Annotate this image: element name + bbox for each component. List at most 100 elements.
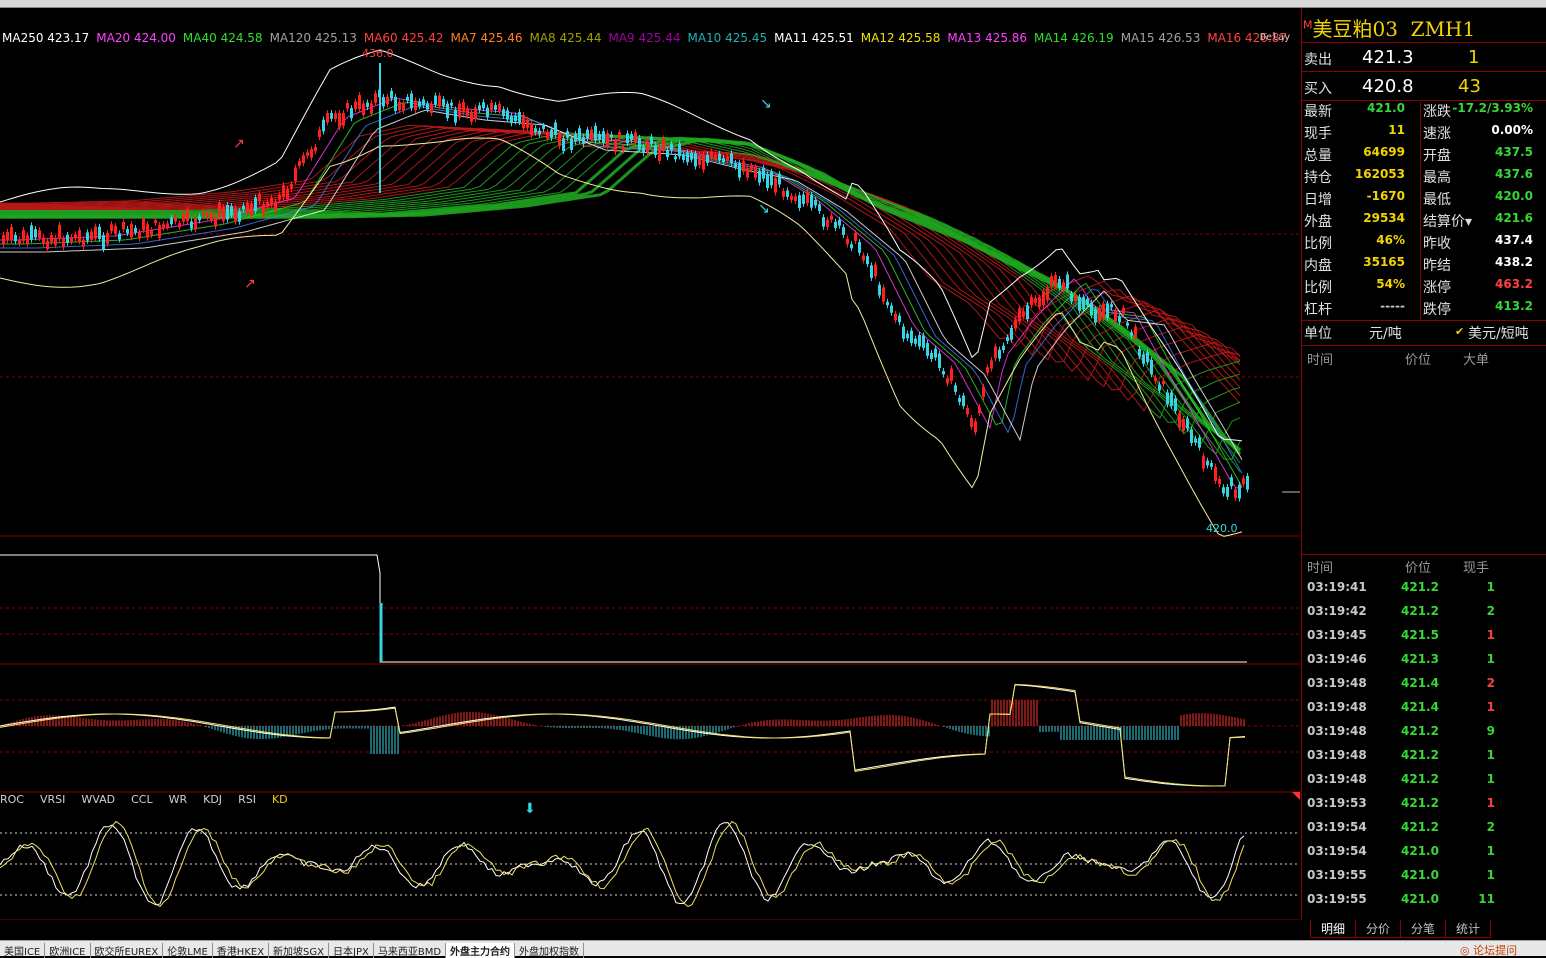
tick-row: 03:19:48 421.2 1 xyxy=(1303,772,1543,796)
candle-body xyxy=(382,97,385,107)
candle-body xyxy=(250,203,253,216)
indicator-tab-roc[interactable]: ROC xyxy=(0,793,24,806)
candle-body xyxy=(410,93,413,109)
market-tab[interactable]: 欧交所EUREX xyxy=(91,943,164,958)
candle-body xyxy=(418,101,421,107)
symbol-code: ZMH1 xyxy=(1410,17,1476,41)
stat-value: 11 xyxy=(1388,123,1405,137)
candle-body xyxy=(194,218,197,230)
candle-body xyxy=(846,238,849,245)
candle-body xyxy=(346,103,349,109)
volume-indicator-panel xyxy=(0,554,1247,663)
candle-body xyxy=(1162,380,1165,385)
ma-line xyxy=(0,130,1241,391)
market-tab[interactable]: 外盘加权指数 xyxy=(515,943,585,958)
indicator-tab-rsi[interactable]: RSI xyxy=(238,793,256,806)
candle-body xyxy=(30,225,33,240)
candle-body xyxy=(158,224,161,238)
market-tab[interactable]: 日本JPX xyxy=(329,943,374,958)
unit-rmb-option[interactable]: 元/吨 xyxy=(1369,326,1402,342)
candle-body xyxy=(986,367,989,373)
candle-body xyxy=(362,103,365,116)
chart-area[interactable]: ↗ ↗ ↘ ↘ ⬇ xyxy=(0,8,1300,920)
indicator-tab-wr[interactable]: WR xyxy=(168,793,188,806)
candle-body xyxy=(834,221,837,229)
detail-tab[interactable]: 统计 xyxy=(1445,920,1492,938)
market-tab[interactable]: 美国ICE xyxy=(0,943,46,958)
candle-body xyxy=(1090,302,1093,316)
candle-body xyxy=(746,168,749,178)
tick-price: 421.4 xyxy=(1401,700,1439,714)
divider xyxy=(1301,71,1546,72)
candle-body xyxy=(1066,274,1069,289)
candle-body xyxy=(198,216,201,221)
detail-tab[interactable]: 分笔 xyxy=(1400,920,1447,938)
market-tab[interactable]: 香港HKEX xyxy=(213,943,270,958)
candle-body xyxy=(314,147,317,152)
candle-body xyxy=(450,102,453,106)
indicator-tab-wvad[interactable]: WVAD xyxy=(81,793,116,806)
buy-volume: 43 xyxy=(1458,76,1481,97)
candle-body xyxy=(434,95,437,105)
candle-body xyxy=(526,119,529,128)
ma-line xyxy=(0,125,1241,388)
tick-size-header: 现手 xyxy=(1463,561,1490,576)
candle-body xyxy=(798,195,801,208)
candle-body xyxy=(354,101,357,109)
market-tab[interactable]: 伦敦LME xyxy=(163,943,213,958)
candle-body xyxy=(106,233,109,244)
stat-label[interactable]: 结算价▾ xyxy=(1423,214,1473,230)
tick-volume: 2 xyxy=(1486,604,1495,618)
candle-body xyxy=(82,239,85,247)
stat-label: 最低 xyxy=(1423,192,1451,208)
candle-body xyxy=(894,313,897,321)
candle-body xyxy=(650,136,653,144)
indicator-tab-kd[interactable]: KD xyxy=(271,793,288,806)
market-tab[interactable]: 新加坡SGX xyxy=(269,943,329,958)
indicator-tab-vrsi[interactable]: VRSI xyxy=(39,793,66,806)
tick-volume: 1 xyxy=(1486,652,1495,666)
indicator-tab-ccl[interactable]: CCL xyxy=(131,793,153,806)
unit-usd-option[interactable]: 美元/短吨 xyxy=(1468,326,1529,342)
candle-body xyxy=(338,113,341,128)
candle-body xyxy=(698,155,701,166)
stat-value: 162053 xyxy=(1354,167,1405,181)
tick-price: 421.4 xyxy=(1401,676,1439,690)
detail-tab[interactable]: 明细 xyxy=(1310,920,1357,938)
ma-line xyxy=(0,134,1241,455)
candle-body xyxy=(734,162,737,167)
stat-label: 持仓 xyxy=(1304,170,1332,186)
stat-value: -1670 xyxy=(1366,189,1405,203)
candle-body xyxy=(578,128,581,141)
tick-row: 03:19:48 421.4 1 xyxy=(1303,700,1543,724)
candle-body xyxy=(918,335,921,347)
tick-row: 03:19:55 421.0 1 xyxy=(1303,868,1543,892)
market-tab[interactable]: 马来西亚BMD xyxy=(374,943,447,958)
tick-price: 421.2 xyxy=(1401,796,1439,810)
candle-body xyxy=(598,133,601,140)
candle-body xyxy=(1106,303,1109,318)
candle-body xyxy=(642,146,645,154)
candle-body xyxy=(26,235,29,245)
candle-body xyxy=(178,223,181,228)
candle-body xyxy=(866,256,869,265)
candle-body xyxy=(186,209,189,222)
candle-body xyxy=(402,103,405,111)
market-tab[interactable]: 外盘主力合约 xyxy=(446,943,516,958)
candle-body xyxy=(870,265,873,278)
ma-line xyxy=(0,137,1241,453)
forum-link[interactable]: ◎ 论坛提问 xyxy=(1460,944,1518,957)
kline-chart-svg[interactable]: ↗ ↗ ↘ ↘ ⬇ xyxy=(0,8,1300,920)
detail-tab[interactable]: 分价 xyxy=(1355,920,1402,938)
candle-body xyxy=(730,153,733,164)
candle-body xyxy=(534,128,537,133)
stat-value: 64699 xyxy=(1363,145,1405,159)
indicator-tab-kdj[interactable]: KDJ xyxy=(203,793,223,806)
candle-body xyxy=(274,201,277,211)
symbol-name: 美豆粕03 xyxy=(1312,17,1398,41)
candle-body xyxy=(330,112,333,119)
candle-body xyxy=(14,234,17,242)
signal-arrow-icon: ↗ xyxy=(244,276,256,292)
market-tab[interactable]: 欧洲ICE xyxy=(45,943,91,958)
candle-body xyxy=(934,348,937,358)
